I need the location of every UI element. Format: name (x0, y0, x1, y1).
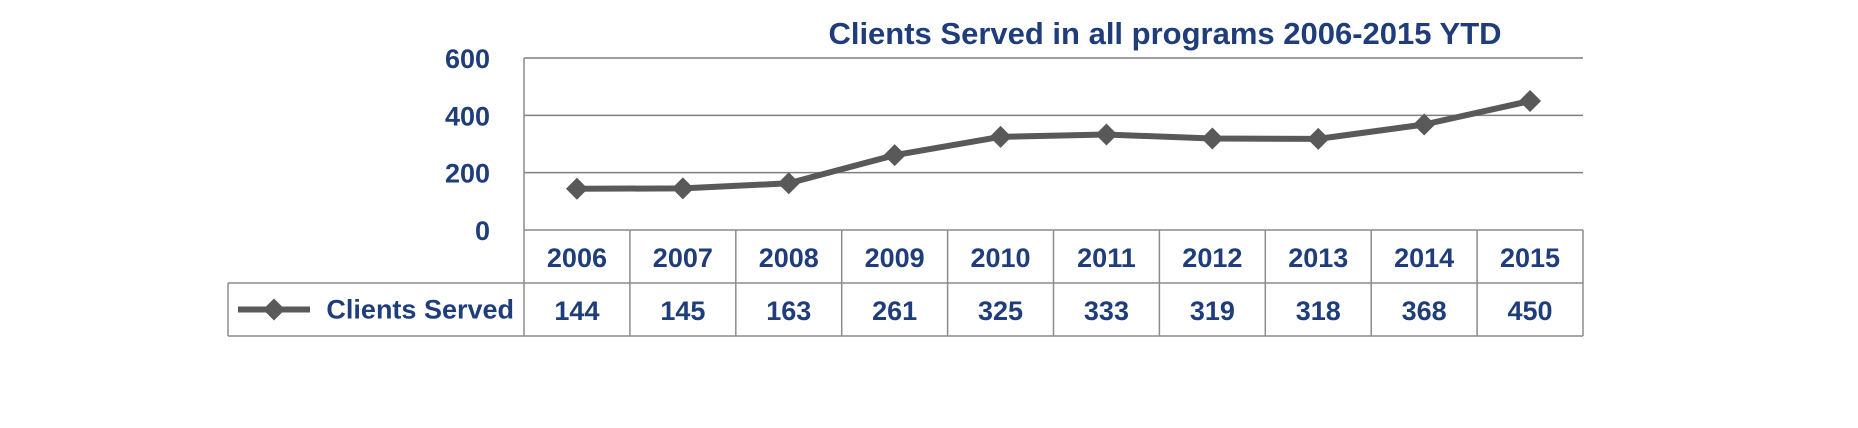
y-tick-label: 400 (445, 101, 490, 131)
x-tick-label: 2008 (759, 243, 819, 273)
data-label: 368 (1402, 296, 1447, 326)
series-clients-served (565, 90, 1542, 200)
data-label: 163 (766, 296, 811, 326)
data-label: 333 (1084, 296, 1129, 326)
legend-label: Clients Served (326, 295, 514, 325)
data-point (883, 144, 906, 167)
data-table: 2006 2007 2008 2009 2010 2011 2012 2013 2014 2015… (227, 229, 1584, 337)
gridlines (523, 57, 1583, 230)
x-tick-label: 2006 (547, 243, 607, 273)
x-tick-label: 2010 (971, 243, 1031, 273)
x-tick-label: 2015 (1500, 243, 1560, 273)
data-point (565, 177, 588, 200)
chart-title: Clients Served in all programs 2006-2015… (828, 16, 1501, 51)
x-tick-label: 2009 (865, 243, 925, 273)
series-line (576, 98, 1531, 192)
data-point (777, 172, 800, 195)
x-tick-label: 2013 (1288, 243, 1348, 273)
y-axis-ticks: 0 200 400 600 (445, 44, 490, 246)
data-point (1413, 113, 1436, 136)
data-point (1307, 127, 1330, 150)
data-label: 144 (554, 296, 599, 326)
x-tick-label: 2012 (1182, 243, 1242, 273)
y-tick-label: 0 (475, 216, 490, 246)
x-tick-label: 2007 (653, 243, 713, 273)
data-point (1095, 123, 1118, 146)
data-label: 145 (660, 296, 705, 326)
data-label: 450 (1508, 296, 1553, 326)
data-label: 318 (1296, 296, 1341, 326)
x-tick-label: 2014 (1394, 243, 1454, 273)
data-point (1519, 90, 1542, 112)
y-tick-label: 200 (445, 159, 490, 189)
data-label: 319 (1190, 296, 1235, 326)
data-point (1201, 127, 1224, 150)
x-tick-label: 2011 (1077, 243, 1136, 273)
data-label: 261 (872, 296, 917, 326)
y-tick-label: 600 (445, 44, 490, 74)
data-label: 325 (978, 296, 1023, 326)
data-point (671, 177, 694, 200)
legend-marker (263, 298, 285, 321)
data-point (989, 125, 1012, 148)
